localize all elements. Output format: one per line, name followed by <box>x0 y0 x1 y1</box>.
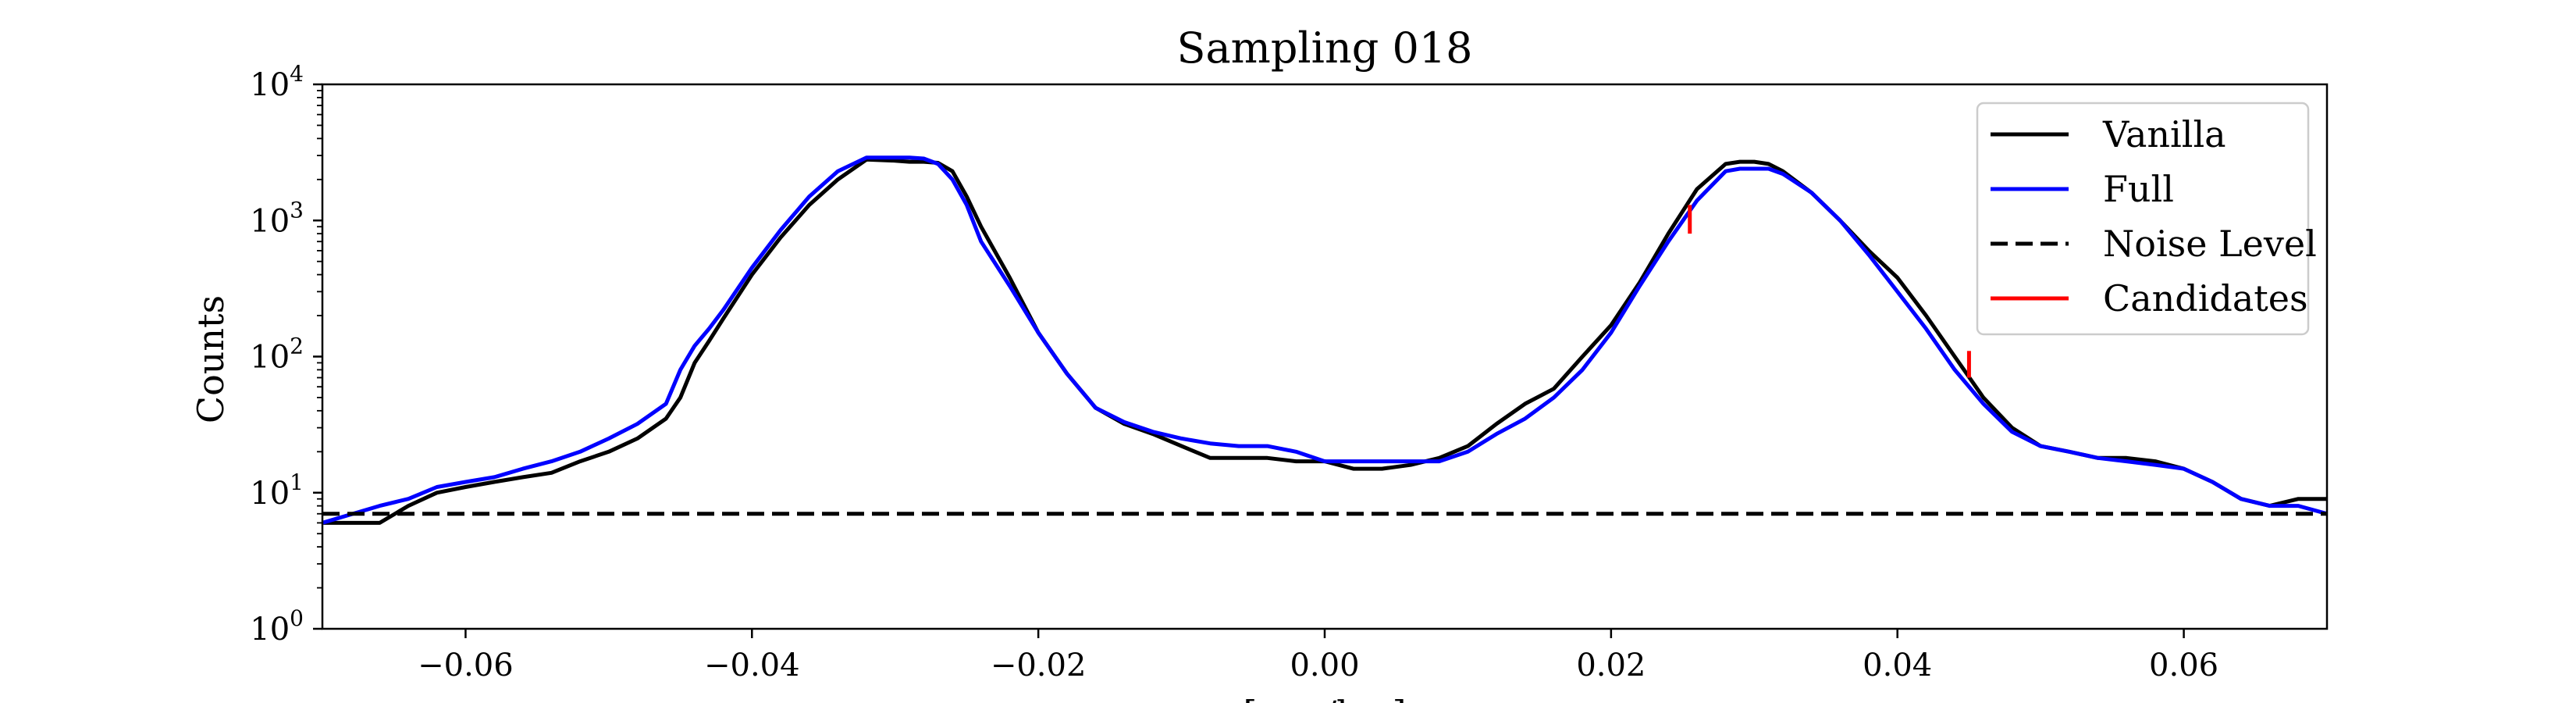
x-tick-label: −0.04 <box>704 648 800 683</box>
y-axis-title: Counts <box>190 295 232 423</box>
series-layer <box>322 155 2327 525</box>
plot-frame <box>321 83 2329 630</box>
x-tick-label: 0.02 <box>1576 648 1646 683</box>
legend-label-candidates: Candidates <box>2103 277 2308 319</box>
x-tick-label: 0.00 <box>1290 648 1359 683</box>
y-tick-label: 100 <box>250 605 304 648</box>
series-vanilla-line <box>322 157 2327 525</box>
y-tick-label: 104 <box>250 61 304 103</box>
x-tick-label: −0.02 <box>991 648 1087 683</box>
x-axis-title: [a.u./km] <box>1243 693 1406 703</box>
legend-box <box>1976 102 2310 336</box>
legend-label-noise-level: Noise Level <box>2103 223 2317 265</box>
axis-ticks: −0.06 −0.04 −0.02 0.00 0.02 0.04 0.06 100 101 102… <box>250 61 2218 683</box>
legend: Vanilla Full Noise Level Candidates <box>1976 102 2317 336</box>
legend-label-full: Full <box>2103 168 2174 210</box>
x-tick-label: −0.06 <box>418 648 514 683</box>
x-tick-label: 0.04 <box>1863 648 1932 683</box>
y-tick-label: 103 <box>250 197 304 239</box>
series-full-line <box>322 155 2327 525</box>
x-tick-label: 0.06 <box>2149 648 2218 683</box>
y-tick-label: 102 <box>250 334 304 376</box>
chart-title: Sampling 018 <box>1176 23 1472 73</box>
legend-label-vanilla: Vanilla <box>2102 113 2226 155</box>
y-tick-label: 101 <box>250 469 304 512</box>
